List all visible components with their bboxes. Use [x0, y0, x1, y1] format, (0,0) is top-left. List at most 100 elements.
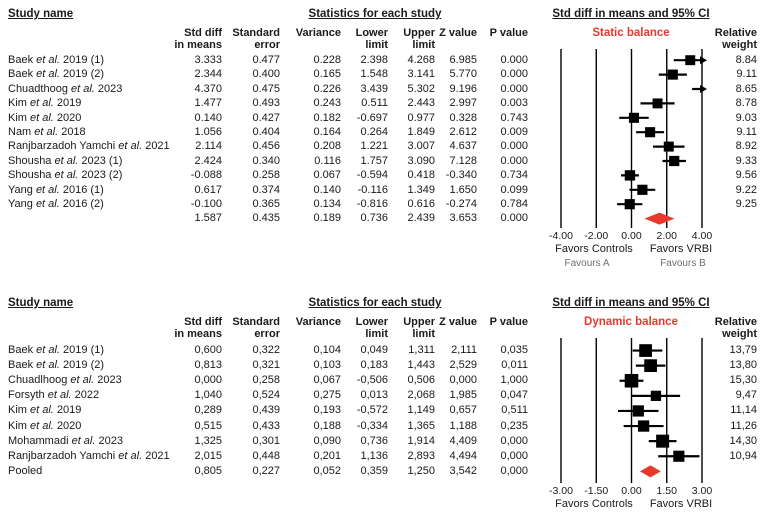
cell-std-err: 0.400 — [252, 68, 280, 81]
cell-z: 0.328 — [449, 111, 477, 124]
cell-lower: 0,359 — [360, 464, 388, 477]
table-row: Kim et al. 2020 0,515 0,433 0,188 -0,334 1,36… — [0, 419, 767, 434]
cell-p: 0,235 — [500, 419, 528, 432]
cell-p: 0.000 — [500, 54, 528, 66]
cell-relative-weight: 10,94 — [729, 449, 757, 462]
study-name: Baek et al. 2019 (1) — [8, 54, 105, 66]
study-name: Ranjbarzadoh Yamchi et al. 2021 — [8, 449, 170, 462]
axis-tick-label: -2.00 — [584, 230, 609, 242]
table-row: Kim et al. 2020 0.140 0.427 0.182 -0.697 0.97… — [0, 111, 767, 125]
cell-variance: 0,067 — [313, 374, 341, 387]
cell-z: 2.997 — [449, 97, 477, 110]
cell-std-diff: 1.056 — [194, 126, 222, 138]
column-header: Standard error — [232, 316, 280, 340]
cell-std-err: 0,433 — [252, 419, 280, 432]
table-row: Yang et al. 2016 (2) -0.100 0.365 0.134 -0.8… — [0, 197, 767, 211]
cell-upper: 2.443 — [407, 97, 435, 110]
cell-relative-weight: 11,26 — [730, 419, 757, 432]
axis-tick-label: -3.00 — [549, 485, 573, 497]
cell-p: 0.000 — [500, 68, 528, 81]
axis-tick-label: -4.00 — [549, 230, 573, 242]
cell-std-diff: 1.477 — [194, 97, 222, 110]
cell-lower: -0.116 — [357, 183, 388, 196]
forest-panel-dynamic: Study name Statistics for each study Std… — [0, 297, 767, 510]
cell-std-err: 0,258 — [252, 374, 280, 387]
cell-upper: 1,250 — [407, 464, 435, 477]
cell-z: 4,494 — [449, 449, 477, 462]
column-header: Z value — [439, 316, 477, 328]
axis-tick-label: 0.00 — [621, 485, 642, 497]
study-name: Shousha et al. 2023 (1) — [8, 154, 123, 167]
cell-std-err: 0.404 — [252, 126, 280, 138]
favors-vrbi-label: Favors VRBI — [649, 243, 713, 255]
cell-z: -0.340 — [445, 169, 477, 182]
relative-weight-header: Relative weight — [715, 316, 757, 340]
cell-variance: 0.243 — [313, 97, 341, 110]
table-row: Yang et al. 2016 (1) 0.617 0.374 0.140 -0.11… — [0, 183, 767, 197]
cell-std-diff: 0,515 — [194, 419, 222, 432]
cell-upper: 0.977 — [407, 111, 435, 124]
cell-variance: 0.226 — [313, 82, 341, 95]
relative-weight-line2: weight — [722, 328, 757, 340]
cell-z: 2,111 — [451, 344, 477, 356]
axis-tick-label: -1.50 — [584, 485, 609, 497]
cell-p: 0,035 — [500, 344, 528, 356]
cell-p: 0.003 — [500, 97, 528, 110]
cell-std-diff: 3.333 — [194, 54, 222, 66]
favours-a-label: Favours A — [564, 258, 610, 269]
cell-lower: 3.439 — [360, 82, 388, 95]
column-header: Variance — [295, 27, 341, 39]
cell-relative-weight: 8.65 — [735, 82, 757, 95]
cell-p: 0,000 — [500, 434, 528, 447]
cell-lower: 0.511 — [361, 97, 388, 110]
table-row: 1.587 0.435 0.189 0.736 2.439 3.653 0.000 — [0, 211, 767, 225]
cell-lower: 0,736 — [360, 434, 388, 447]
cell-z: 3.653 — [449, 212, 477, 225]
table-row: Shousha et al. 2023 (2) -0.088 0.258 0.067 -… — [0, 168, 767, 182]
cell-std-err: 0.477 — [252, 54, 280, 66]
cell-std-diff: 1,040 — [194, 389, 222, 402]
study-name: Kim et al. 2019 — [8, 97, 82, 110]
study-name: Yang et al. 2016 (1) — [8, 183, 104, 196]
cell-std-err: 0,301 — [252, 434, 280, 447]
cell-upper: 1,311 — [408, 344, 435, 356]
cell-lower: -0,572 — [356, 404, 388, 417]
cell-std-diff: 0,813 — [194, 359, 222, 372]
study-name-header: Study name — [8, 297, 74, 309]
column-header: Upper limit — [403, 27, 435, 51]
cell-z: 1,985 — [449, 389, 477, 402]
table-row: Ranjbarzadoh Yamchi et al. 2021 2.114 0.45… — [0, 139, 767, 153]
cell-upper: 4.268 — [407, 54, 435, 66]
table-row: Pooled 0,805 0,227 0,052 0,359 1,250 3,542 0,00… — [0, 464, 767, 479]
cell-p: 0.784 — [500, 198, 528, 210]
forest-panel-static: Study name Statistics for each study Std… — [0, 8, 767, 276]
study-name: Baek et al. 2019 (2) — [8, 359, 105, 372]
cell-std-err: 0.435 — [252, 212, 280, 225]
cell-std-diff: 2.114 — [195, 140, 222, 153]
study-name: Pooled — [8, 464, 43, 477]
column-header: Upper limit — [403, 316, 435, 340]
cell-z: 2,529 — [449, 359, 477, 372]
cell-lower: 1,136 — [360, 449, 388, 462]
relative-weight-line2: weight — [722, 39, 757, 51]
study-name: Chuadthoog et al. 2023 — [8, 82, 123, 95]
cell-std-err: 0,227 — [252, 464, 280, 477]
cell-z: 1.650 — [449, 183, 477, 196]
study-name: Chuadlhoog et al. 2023 — [8, 374, 122, 387]
cell-z: 5.770 — [449, 68, 477, 81]
cell-z: 0,000 — [449, 374, 477, 387]
cell-lower: 1.548 — [360, 68, 388, 81]
table-row: Kim et al. 2019 1.477 0.493 0.243 0.511 2.443… — [0, 96, 767, 110]
cell-variance: 0.165 — [313, 68, 341, 81]
cell-relative-weight: 8.78 — [735, 97, 757, 110]
cell-p: 1,000 — [500, 374, 528, 387]
cell-relative-weight: 9.33 — [735, 154, 757, 167]
cell-relative-weight: 9.25 — [735, 198, 757, 210]
column-header: Std diff in means — [174, 316, 222, 340]
plot-title-dynamic: Dynamic balance — [584, 316, 678, 328]
cell-p: 0,511 — [501, 404, 528, 417]
table-row: Kim et al. 2019 0,289 0,439 0,193 -0,572 1,14… — [0, 403, 767, 418]
cell-z: 3,542 — [449, 464, 477, 477]
study-name: Kim et al. 2019 — [8, 404, 82, 417]
